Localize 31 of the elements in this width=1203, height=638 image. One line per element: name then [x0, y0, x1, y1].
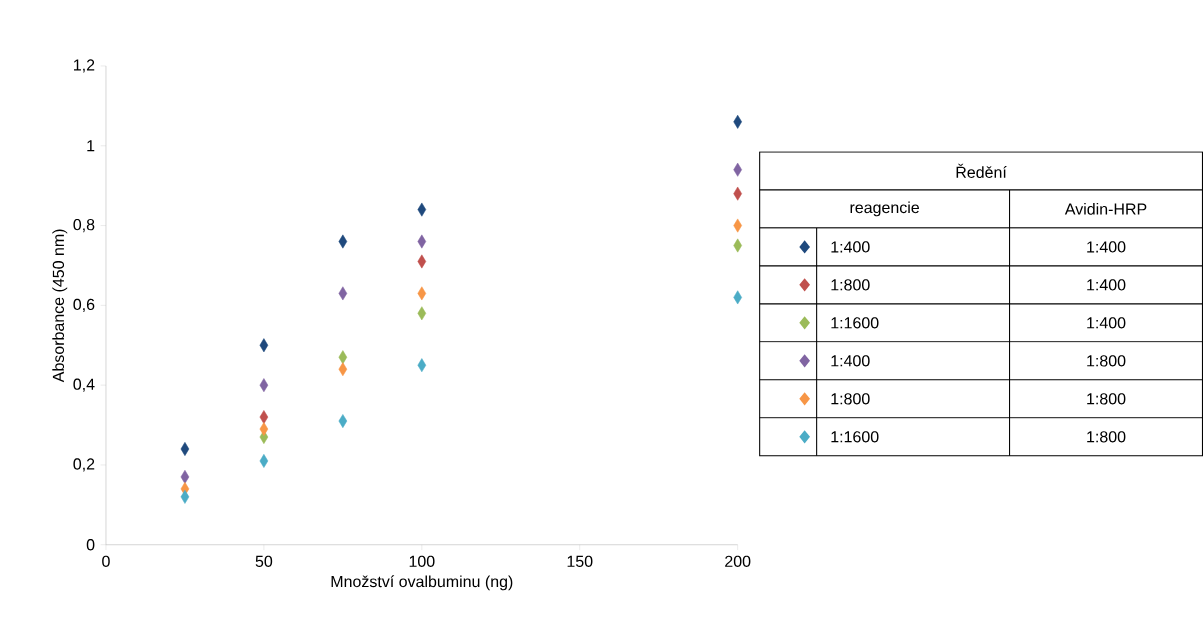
legend-label: 1:800: [831, 393, 870, 405]
y-tick-label: 0: [86, 539, 95, 551]
legend-label: 1:400: [831, 355, 870, 367]
point: [180, 490, 190, 504]
y-tick-label: 1,2: [74, 59, 95, 73]
y-tick-label: 0,2: [73, 458, 95, 472]
x-tick-label: 150: [567, 555, 593, 568]
y-tick-label: 0,4: [73, 378, 95, 392]
legend-label: 1:400: [831, 241, 870, 253]
x-axis-title: Množství ovalbuminu (ng): [331, 575, 513, 591]
point: [180, 470, 190, 484]
y-tick-label: 0,6: [73, 298, 95, 313]
text: 1:400: [1087, 241, 1126, 253]
x-tick-label: 200: [725, 555, 751, 568]
text: 1:400: [1087, 279, 1126, 291]
text: Avidin-HRP: [1064, 203, 1147, 215]
y-tick-label: 0,8: [73, 219, 95, 233]
text: 1:800: [1087, 393, 1126, 405]
x-tick-label: 50: [255, 555, 273, 568]
x-tick-label: 100: [409, 555, 435, 568]
text: 1:800: [1087, 355, 1126, 367]
text: reagencie: [850, 201, 919, 217]
x-tick-label: 0: [102, 555, 110, 568]
text: 1:800: [1087, 431, 1126, 443]
legend-label: 1:1600: [831, 431, 879, 443]
legend-label: 1:1600: [831, 317, 879, 329]
y-axis-title: Absorbance (450 nm): [52, 229, 68, 383]
text: 1:400: [1087, 317, 1126, 329]
y-tick-label: 1: [87, 140, 95, 152]
legend-title: Ředění: [956, 163, 1007, 179]
legend-label: 1:800: [831, 279, 870, 291]
